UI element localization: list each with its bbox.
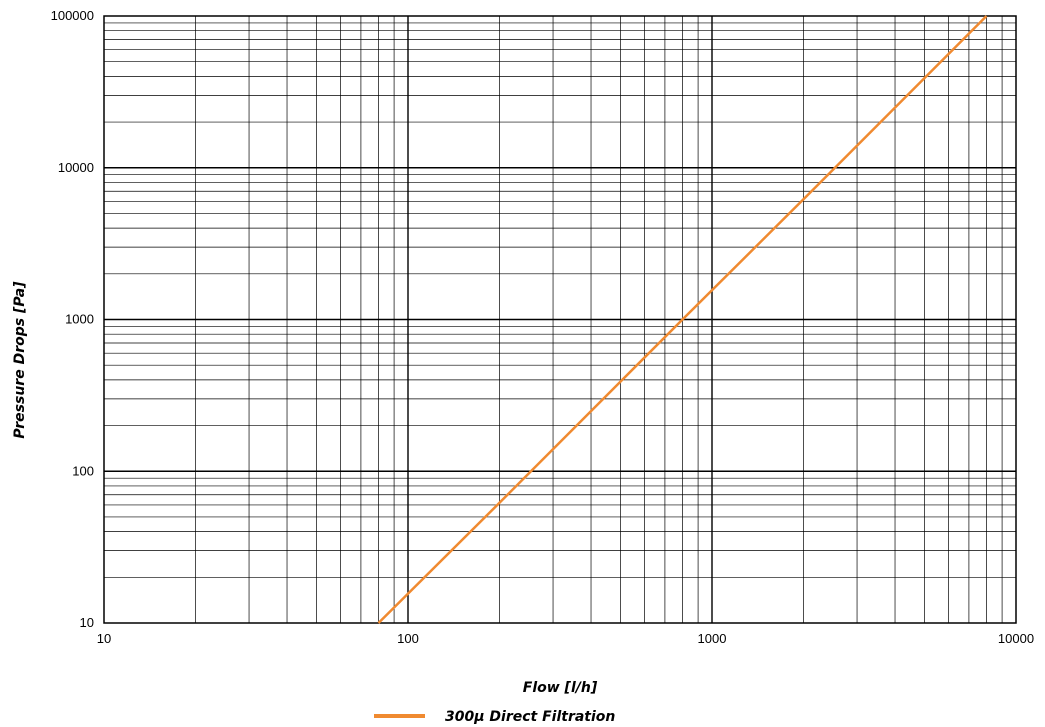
plot-frame	[103, 15, 1017, 624]
legend-label: 300μ Direct Filtration	[445, 709, 615, 725]
y-tick-label: 100	[72, 463, 94, 478]
x-tick-label: 100	[397, 631, 419, 646]
x-tick-label: 1000	[698, 631, 727, 646]
y-tick-label: 10	[80, 615, 94, 630]
series-line	[377, 15, 988, 624]
y-tick-labels: 10 100 1000 10000 100000	[51, 8, 94, 630]
y-tick-label: 100000	[51, 8, 94, 23]
x-tick-label: 10000	[998, 631, 1034, 646]
series-layer	[377, 15, 988, 624]
x-tick-labels: 10 100 1000 10000	[97, 631, 1034, 646]
x-axis-title: Flow [l/h]	[523, 680, 598, 696]
y-tick-label: 1000	[65, 312, 94, 327]
grid	[104, 16, 1016, 623]
y-tick-label: 10000	[58, 160, 94, 175]
legend: 300μ Direct Filtration	[374, 709, 615, 725]
y-axis-title: Pressure Drops [Pa]	[12, 281, 28, 439]
x-tick-label: 10	[97, 631, 111, 646]
